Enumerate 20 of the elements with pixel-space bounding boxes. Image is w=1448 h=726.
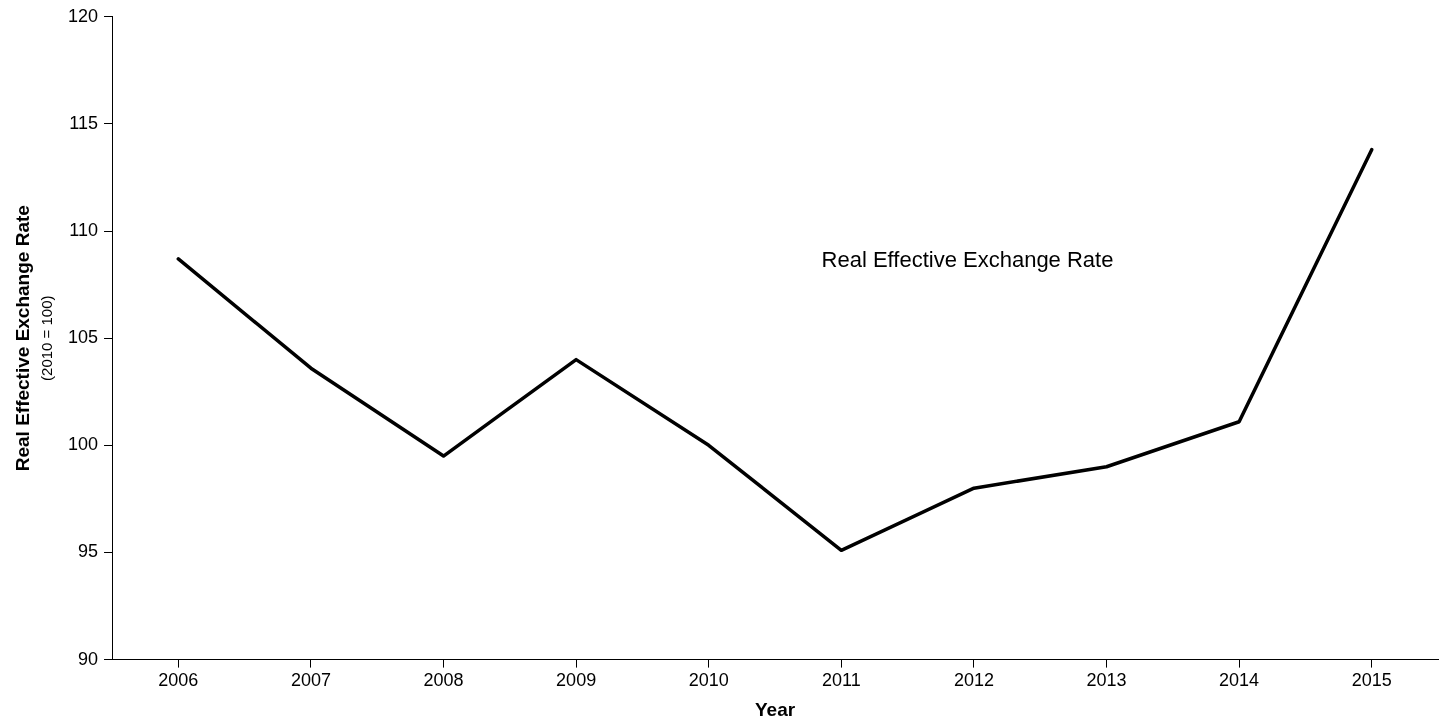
text: Real Effective Exchange Rate [821,247,1114,273]
y-tick-label: 120 [67,5,99,26]
x-tick-label: 2014 [1219,670,1260,691]
x-tick-label: 2010 [688,670,729,691]
y-axis-title: Real Effective Exchange Rate (2010 = 100) [12,205,56,472]
x-tick-label: 2011 [821,670,861,691]
x-tick-label: 2008 [423,670,464,691]
y-tick-label: 110 [69,220,99,241]
y-tick-label: 105 [67,327,99,348]
y-tick-label: 115 [69,112,99,133]
y-tick-label: 90 [78,648,99,669]
x-tick-label: 2012 [953,670,994,691]
x-tick-label: 2007 [290,670,331,691]
x-tick-label: 2006 [158,670,199,691]
x-tick-label: 2009 [556,670,597,691]
y-tick-label: 95 [78,541,99,562]
x-axis-title: Year [754,698,796,720]
x-tick-label: 2015 [1351,670,1392,691]
x-tick-label: 2013 [1086,670,1127,691]
y-tick-label: 100 [67,434,99,455]
